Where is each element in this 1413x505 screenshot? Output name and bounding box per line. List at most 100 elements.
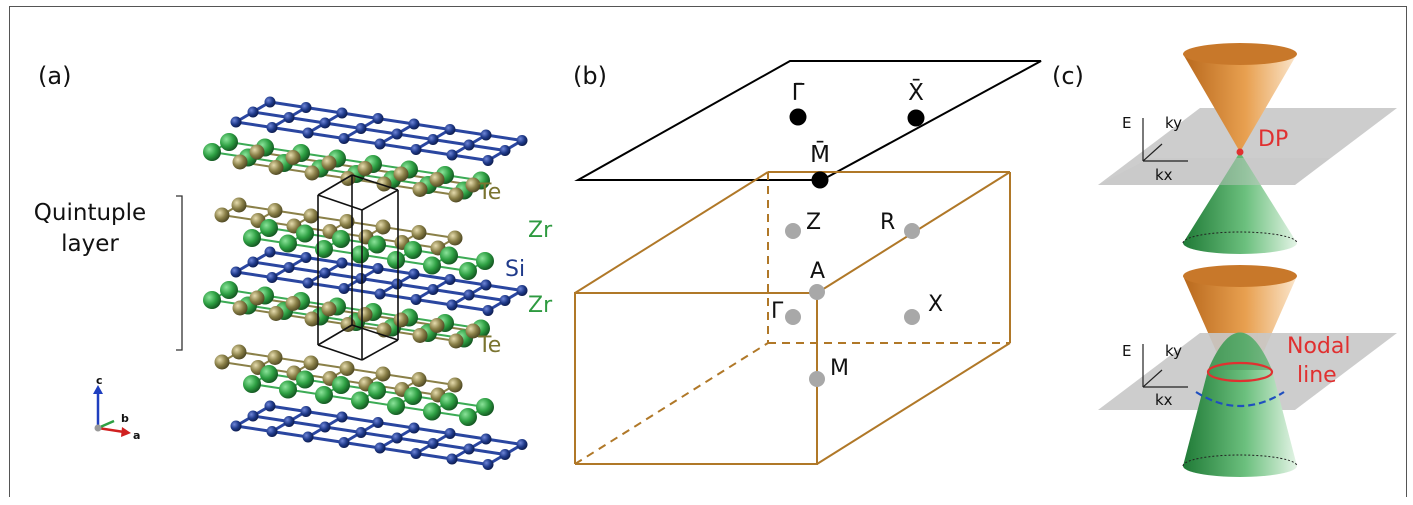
zr-atom [368,235,386,254]
zr-atom [279,380,297,399]
si-atom [444,124,456,135]
si-atom [444,274,456,285]
bond [413,272,451,281]
si-atom [338,133,350,144]
nodal-line-label-2: line [1297,363,1337,388]
dirac-point-marker [1236,148,1244,156]
quintuple-bracket [176,195,183,351]
te-atom [339,361,355,376]
si-atom [427,284,439,295]
si-atom [499,295,511,306]
te-atom [303,208,319,224]
bond [415,148,453,157]
bulk-label-a: A [810,259,825,284]
panel-c: (c) DP E ky kx [1052,43,1397,477]
te-atom [376,176,392,192]
zr-atom [296,370,314,389]
te-atom [249,144,265,160]
bond [377,421,415,430]
si-atom [391,432,403,444]
zr-atom [296,224,314,243]
nodal-line-ring [1206,361,1274,383]
te-atom [214,354,230,370]
si-atom [302,431,314,443]
si-atom [300,252,312,263]
bond [235,120,273,129]
si-atom [300,406,312,417]
bond [451,153,489,162]
axes-top-icon [1142,118,1188,162]
unit-cell-edge [317,324,353,346]
te-atom [412,182,428,197]
si-atom [463,443,475,455]
dirac-cone-diagram: DP E ky kx [1098,43,1397,254]
axis-kx-label-top: kx [1155,166,1173,184]
zr-atom [476,252,494,270]
si-atom [266,272,278,283]
bond [341,111,379,120]
si-atom [230,420,242,432]
bulk-point-m [809,371,825,387]
si-atom [247,106,259,118]
lower-cone-top [1183,152,1297,243]
bond [288,420,326,429]
si-atom [355,273,367,284]
bond [341,261,379,270]
bond [485,437,523,446]
bond [324,121,362,130]
bond [271,126,309,135]
unit-cell-edge [317,344,363,361]
si-atom [266,122,278,133]
te-atom [303,355,319,371]
si-atom [463,289,475,301]
axis-a-label: a [133,429,140,442]
te-atom [429,172,445,187]
si-atom [230,266,242,278]
panel-b: (b) Γ̄ X̄ M̄ Z [573,60,1042,465]
si-atom [408,268,420,280]
zr-atom [459,408,477,426]
te-atom [214,207,230,223]
te-atom [465,323,481,339]
unit-cell-edge [317,174,353,196]
te-atom [393,166,409,182]
bond [235,270,273,279]
te-atom [231,344,247,360]
si-atom [300,102,312,113]
zr-atom [220,281,238,299]
bulk-point-a [809,284,825,300]
axis-ky-label-bottom: ky [1165,342,1182,360]
si-atom [372,263,384,274]
bond [415,452,453,461]
si-atom [374,442,386,454]
surface-point-gamma [789,108,807,126]
zr-atom [332,376,350,394]
bond [468,293,506,302]
te-atom [357,307,373,322]
si-atom [482,155,494,166]
si-atom [372,113,384,124]
si-atom [499,449,511,460]
bulk-point-gamma [785,309,801,325]
bond [271,276,309,285]
zr-atom [260,365,278,383]
si-atom [408,422,420,434]
axis-c-label: c [96,374,103,387]
zr-atom [423,256,441,275]
si-atom [516,285,528,296]
atom-label-zr-lower: Zr [528,293,553,318]
si-atom [480,129,492,141]
axis-e-label-top: E [1122,114,1131,132]
atom-label-si: Si [505,257,525,282]
axes-bottom-icon [1142,344,1188,388]
bond [324,271,362,280]
si-atom [410,294,422,305]
bulk-point-r [904,223,920,239]
bond [451,457,489,466]
te-atom [340,171,356,186]
surface-label-x: X̄ [908,78,924,106]
crystal-structure [203,96,528,470]
bond [449,432,487,441]
bond [324,425,362,434]
bulk-label-x: X [928,292,943,317]
